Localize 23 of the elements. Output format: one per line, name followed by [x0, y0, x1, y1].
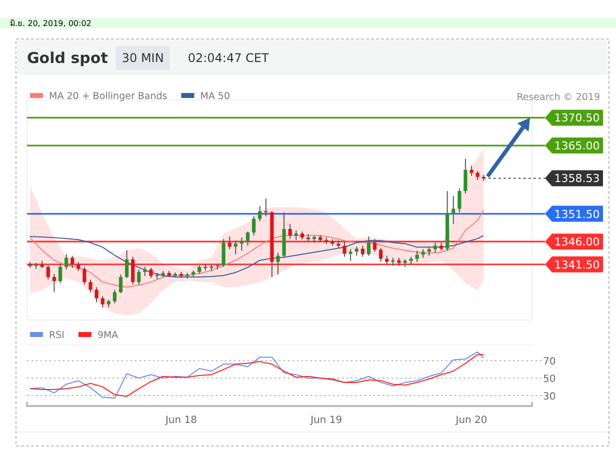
y-tick-label: 1370.50: [554, 112, 600, 125]
x-tick-label: Jun 20: [454, 415, 488, 426]
chart-title: Gold spot: [27, 49, 108, 67]
y-tick-label: 1341.50: [554, 258, 600, 272]
x-tick-label: Jun 19: [310, 415, 342, 426]
text: 02:04:47 CET: [188, 51, 270, 65]
y-tick-label: 1358.53: [554, 172, 600, 186]
text: มิ.ย. 20, 2019, 00:02: [10, 19, 92, 28]
chart-subtitle: 30 MIN: [122, 51, 164, 65]
legend-label: MA 20 + Bollinger Bands: [49, 91, 168, 102]
x-tick-label: Jun 18: [164, 415, 197, 426]
annotation: Research © 2019: [516, 92, 600, 103]
legend-label: 9MA: [97, 330, 119, 341]
line-series: [30, 210, 484, 288]
legend-label: RSI: [49, 330, 64, 341]
y-tick-label: 70: [543, 356, 556, 368]
line-series: [30, 235, 484, 278]
y-tick-label: 1346.00: [554, 236, 600, 249]
y-tick-label: 1351.50: [554, 208, 600, 221]
y-tick-label: 50: [543, 374, 556, 386]
y-tick-label: 1365.00: [554, 140, 600, 153]
y-tick-label: 30: [543, 392, 556, 403]
legend-label: MA 50: [200, 91, 230, 102]
